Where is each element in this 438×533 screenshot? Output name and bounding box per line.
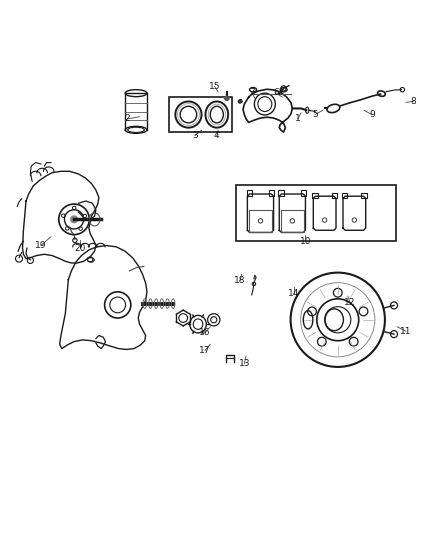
Bar <box>361 192 367 198</box>
Text: 14: 14 <box>288 289 300 298</box>
Bar <box>281 211 304 231</box>
Bar <box>279 190 284 196</box>
Text: 7: 7 <box>249 88 254 97</box>
Circle shape <box>238 100 242 103</box>
Bar <box>312 192 318 198</box>
Text: 1: 1 <box>295 115 300 124</box>
Text: 17: 17 <box>199 346 211 355</box>
Text: 9: 9 <box>369 110 374 119</box>
Bar <box>249 211 272 231</box>
Text: 3: 3 <box>192 131 198 140</box>
Text: 4: 4 <box>214 131 219 140</box>
Text: 20: 20 <box>74 244 86 253</box>
Text: 2: 2 <box>124 115 130 124</box>
Bar <box>169 97 232 132</box>
Text: 18: 18 <box>234 276 246 285</box>
Text: 19: 19 <box>35 241 46 250</box>
Circle shape <box>71 216 78 223</box>
Circle shape <box>225 96 229 101</box>
Text: 15: 15 <box>209 82 220 91</box>
Bar <box>332 192 337 198</box>
Text: 5: 5 <box>312 110 318 119</box>
Text: 8: 8 <box>410 97 416 106</box>
Bar <box>247 190 252 196</box>
Bar <box>301 190 306 196</box>
Bar <box>236 185 396 241</box>
Text: 6: 6 <box>273 88 279 97</box>
Text: 10: 10 <box>300 237 311 246</box>
Bar <box>342 192 347 198</box>
Text: 12: 12 <box>344 298 356 307</box>
Text: 16: 16 <box>199 328 211 337</box>
Bar <box>269 190 275 196</box>
Text: 13: 13 <box>239 359 250 368</box>
Text: 11: 11 <box>400 327 412 336</box>
